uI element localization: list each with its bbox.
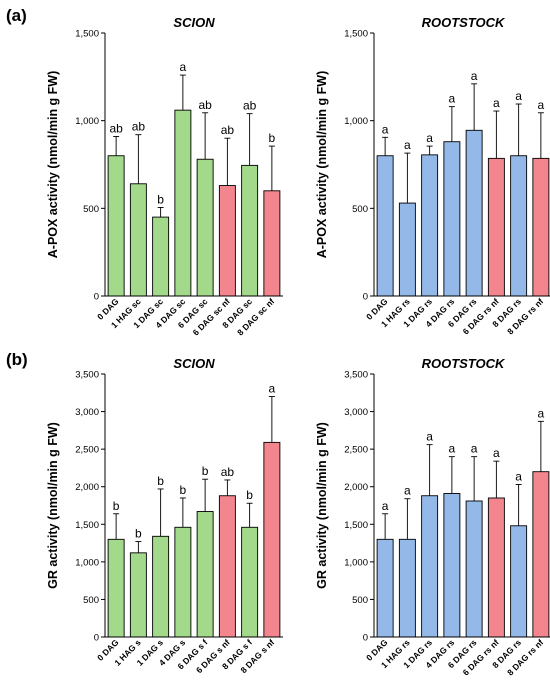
chart1-sig-letter: ab <box>221 123 235 137</box>
chart2-bar <box>510 155 528 297</box>
chart2-sig-letter: a <box>515 89 522 103</box>
chart1-bar <box>218 185 236 297</box>
chart1-ytick-label: 0 <box>94 292 99 303</box>
chart4-bar <box>376 538 394 638</box>
chart3-bar <box>241 526 259 638</box>
chart1-sig-letter: ab <box>198 98 212 112</box>
chart4-sig-letter: a <box>515 469 522 483</box>
chart2-sig-letter: a <box>426 131 433 145</box>
chart4-bar <box>421 495 439 638</box>
chart3-sig-letter: b <box>157 474 164 488</box>
chart4-bar <box>398 538 416 638</box>
chart3-bar <box>174 526 192 638</box>
chart4-ytick-label: 3,000 <box>344 407 368 418</box>
chart3-bar <box>263 441 281 638</box>
chart3-sig-letter: ab <box>221 465 235 479</box>
chart4-bar <box>487 497 505 638</box>
chart4-ytick-label: 2,000 <box>344 482 368 493</box>
chart1-sig-letter: ab <box>243 99 257 113</box>
chart4-ytick-label: 3,500 <box>344 370 368 381</box>
chart2-sig-letter: a <box>471 69 478 83</box>
chart2-sig-letter: a <box>449 92 456 106</box>
chart2-ylabel: A-POX activity (nmol/min g FW) <box>315 71 329 259</box>
chart3-ylabel: GR activity (nmol/min g FW) <box>46 422 60 589</box>
chart2-bar <box>465 129 483 297</box>
chart1-title: SCION <box>173 15 215 30</box>
chart4-ytick-label: 500 <box>352 595 368 606</box>
chart2-bar <box>421 154 439 297</box>
chart3-ytick-label: 500 <box>83 595 99 606</box>
chart3-sig-letter: b <box>202 464 209 478</box>
chart1-bar <box>241 164 259 297</box>
chart1-sig-letter: b <box>269 131 276 145</box>
chart3-bar <box>152 535 170 638</box>
chart3-ytick-label: 1,000 <box>75 557 99 568</box>
chart2-bar <box>443 141 461 297</box>
chart1-bar <box>263 190 281 297</box>
chart4-ytick-label: 1,000 <box>344 557 368 568</box>
chart3-sig-letter: b <box>246 488 253 502</box>
chart4-sig-letter: a <box>493 446 500 460</box>
chart3-ytick-label: 2,000 <box>75 482 99 493</box>
chart4-sig-letter: a <box>404 484 411 498</box>
chart1-bar <box>107 155 125 297</box>
chart1-sig-letter: b <box>157 192 164 206</box>
chart1-sig-letter: a <box>180 60 187 74</box>
chart2-bar <box>487 157 505 297</box>
chart4-ytick-label: 0 <box>363 633 368 644</box>
chart2-ytick-label: 1,500 <box>344 29 368 40</box>
chart4-sig-letter: a <box>449 442 456 456</box>
chart3-ytick-label: 1,500 <box>75 520 99 531</box>
chart3-sig-letter: a <box>269 382 276 396</box>
chart4-ylabel: GR activity (nmol/min g FW) <box>315 422 329 589</box>
chart4-sig-letter: a <box>426 430 433 444</box>
chart3-ytick-label: 3,000 <box>75 407 99 418</box>
chart1-bar <box>174 109 192 297</box>
chart3-bar <box>218 495 236 638</box>
chart4-ytick-label: 2,500 <box>344 445 368 456</box>
chart3-bar <box>129 552 147 638</box>
chart2-bar <box>532 157 550 297</box>
chart3-ytick-label: 2,500 <box>75 445 99 456</box>
chart3-title: SCION <box>173 356 215 371</box>
chart4-sig-letter: a <box>538 406 545 420</box>
chart1-ylabel: A-POX activity (nmol/min g FW) <box>46 71 60 259</box>
chart2-title: ROOTSTOCK <box>422 15 506 30</box>
chart4-sig-letter: a <box>382 499 389 513</box>
panel-label-b: (b) <box>6 350 28 369</box>
chart1-ytick-label: 500 <box>83 204 99 215</box>
chart1-sig-letter: ab <box>109 121 123 135</box>
chart1-bar <box>152 216 170 297</box>
chart1-ytick-label: 1,500 <box>75 29 99 40</box>
chart2-sig-letter: a <box>493 96 500 110</box>
chart1-bar <box>129 183 147 297</box>
chart3-ytick-label: 0 <box>94 633 99 644</box>
chart2-bar <box>376 155 394 297</box>
chart3-bar <box>196 511 214 638</box>
chart2-ytick-label: 0 <box>363 292 368 303</box>
chart1-bar <box>196 158 214 297</box>
chart2-sig-letter: a <box>404 138 411 152</box>
chart1-sig-letter: ab <box>132 120 146 134</box>
chart3-sig-letter: b <box>135 527 142 541</box>
chart4-bar <box>510 525 528 638</box>
chart2-sig-letter: a <box>538 98 545 112</box>
chart3-ytick-label: 3,500 <box>75 370 99 381</box>
chart2-ytick-label: 1,000 <box>344 116 368 127</box>
chart1-ytick-label: 1,000 <box>75 116 99 127</box>
chart3-sig-letter: b <box>113 499 120 513</box>
chart4-bar <box>532 471 550 638</box>
chart2-bar <box>398 202 416 297</box>
chart2-ytick-label: 500 <box>352 204 368 215</box>
panel-label-a: (a) <box>6 6 27 25</box>
chart4-ytick-label: 1,500 <box>344 520 368 531</box>
chart4-sig-letter: a <box>471 442 478 456</box>
chart4-bar <box>443 493 461 638</box>
chart4-bar <box>465 500 483 638</box>
chart2-sig-letter: a <box>382 122 389 136</box>
chart4-title: ROOTSTOCK <box>422 356 506 371</box>
chart3-sig-letter: b <box>180 483 187 497</box>
chart3-bar <box>107 538 125 638</box>
